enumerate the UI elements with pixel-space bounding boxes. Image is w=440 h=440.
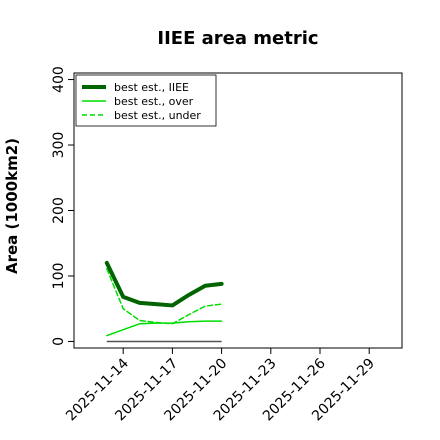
y-tick-label-3: 300 [51,132,67,159]
series-layer [104,260,224,343]
x-axis: 2025-11-142025-11-172025-11-202025-11-23… [63,348,378,424]
y-axis: 0 100 200 300 400 [51,66,74,346]
legend-label-2: best est., under [114,109,201,122]
y-tick-label-1: 100 [51,263,67,290]
legend-label-1: best est., over [114,95,194,108]
y-tick-label-0: 0 [51,337,67,346]
legend-label-0: best est., IIEE [114,81,189,94]
y-axis-label: Area (1000km2) [3,138,21,274]
y-tick-label-2: 200 [51,197,67,224]
series-line-0 [104,260,224,308]
chart-title: IIEE area metric [157,28,318,49]
series-line-2 [106,268,223,325]
y-tick-label-4: 400 [51,66,67,93]
